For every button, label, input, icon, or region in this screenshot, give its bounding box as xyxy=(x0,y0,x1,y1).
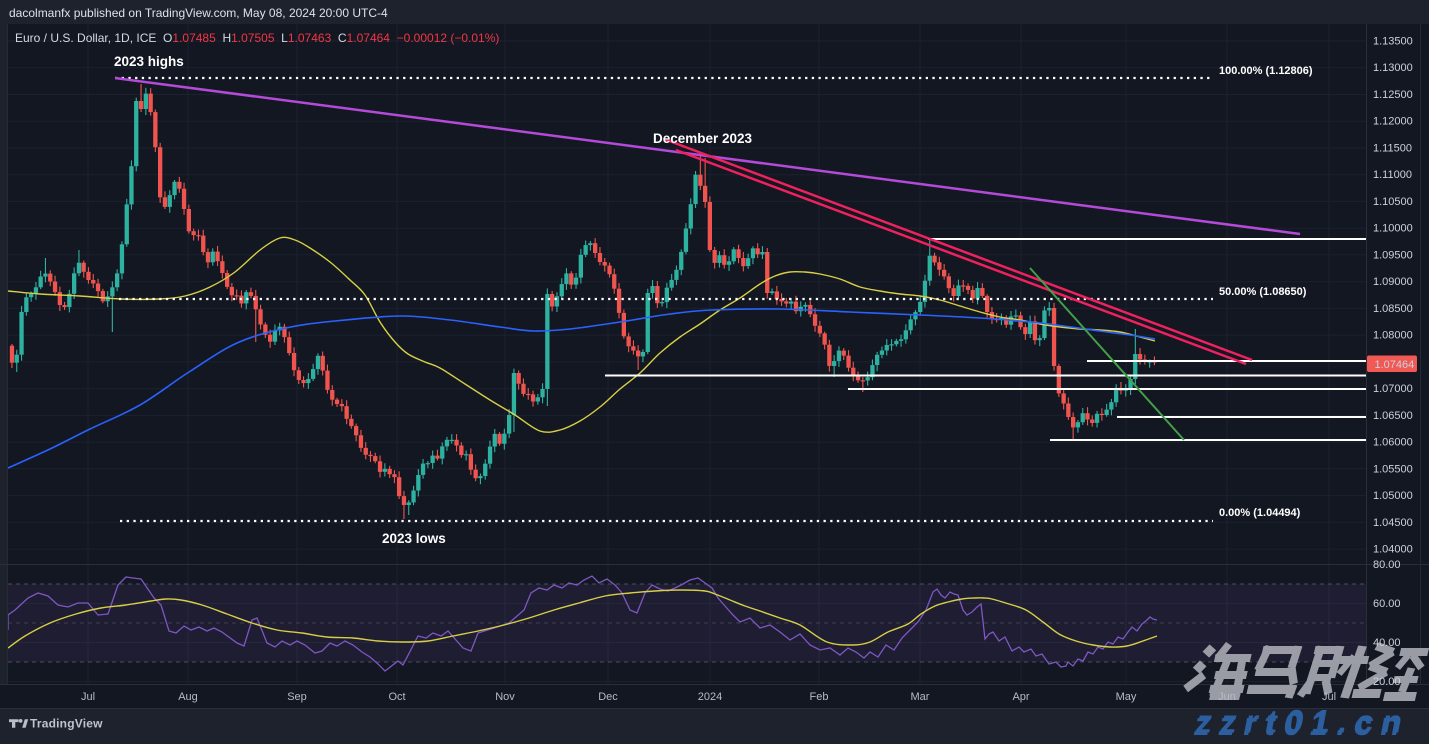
svg-text:1.12500: 1.12500 xyxy=(1373,89,1413,101)
svg-text:1.11000: 1.11000 xyxy=(1373,169,1412,181)
svg-text:1.04000: 1.04000 xyxy=(1373,544,1413,556)
svg-text:December 2023: December 2023 xyxy=(653,131,753,146)
svg-text:Mar: Mar xyxy=(911,691,930,703)
svg-text:zzrt01.cn: zzrt01.cn xyxy=(1193,706,1408,739)
svg-text:Sep: Sep xyxy=(287,691,307,703)
svg-text:1.07464: 1.07464 xyxy=(1375,359,1415,371)
svg-text:zzrt01.cn: zzrt01.cn xyxy=(1195,704,1410,740)
svg-text:1.12000: 1.12000 xyxy=(1373,116,1413,128)
svg-text:1.08000: 1.08000 xyxy=(1373,330,1413,342)
svg-text:Apr: Apr xyxy=(1012,691,1029,703)
svg-text:1.09500: 1.09500 xyxy=(1373,249,1413,261)
svg-text:1.13500: 1.13500 xyxy=(1373,36,1413,48)
svg-text:1.10500: 1.10500 xyxy=(1373,196,1413,208)
svg-text:TradingView: TradingView xyxy=(30,717,103,731)
svg-text:Nov: Nov xyxy=(495,691,515,703)
svg-text:1.06000: 1.06000 xyxy=(1373,437,1413,449)
svg-text:Oct: Oct xyxy=(388,691,405,703)
svg-text:1.11500: 1.11500 xyxy=(1373,143,1412,155)
svg-text:1.04500: 1.04500 xyxy=(1373,517,1413,529)
svg-text:1.07000: 1.07000 xyxy=(1373,383,1413,395)
svg-text:1.10000: 1.10000 xyxy=(1373,223,1413,235)
svg-text:100.00% (1.12806): 100.00% (1.12806) xyxy=(1219,65,1313,77)
svg-text:May: May xyxy=(1116,691,1137,703)
svg-text:1.05500: 1.05500 xyxy=(1373,463,1413,475)
svg-text:1.06500: 1.06500 xyxy=(1373,410,1413,422)
svg-text:1.05000: 1.05000 xyxy=(1373,490,1413,502)
svg-text:2023 highs: 2023 highs xyxy=(114,54,184,69)
svg-text:Dec: Dec xyxy=(598,691,618,703)
svg-text:1.08500: 1.08500 xyxy=(1373,303,1413,315)
svg-text:50.00% (1.08650): 50.00% (1.08650) xyxy=(1219,286,1307,298)
svg-text:20.00: 20.00 xyxy=(1373,676,1401,688)
svg-text:1.13000: 1.13000 xyxy=(1373,62,1413,74)
svg-text:Aug: Aug xyxy=(178,691,198,703)
svg-text:Euro / U.S. Dollar, 1D, ICE O: Euro / U.S. Dollar, 1D, ICE O1.07485 H1.… xyxy=(15,31,499,45)
svg-text:Jun: Jun xyxy=(1218,691,1236,703)
svg-text:40.00: 40.00 xyxy=(1373,637,1401,649)
svg-text:Feb: Feb xyxy=(810,691,829,703)
svg-text:0.00% (1.04494): 0.00% (1.04494) xyxy=(1219,507,1301,519)
svg-text:2023 lows: 2023 lows xyxy=(382,531,446,546)
svg-text:60.00: 60.00 xyxy=(1373,598,1401,610)
svg-text:Jul: Jul xyxy=(81,691,95,703)
svg-text:2024: 2024 xyxy=(698,691,722,703)
svg-text:Jul: Jul xyxy=(1322,691,1336,703)
svg-text:1.09000: 1.09000 xyxy=(1373,276,1413,288)
svg-text:80.00: 80.00 xyxy=(1373,559,1401,571)
